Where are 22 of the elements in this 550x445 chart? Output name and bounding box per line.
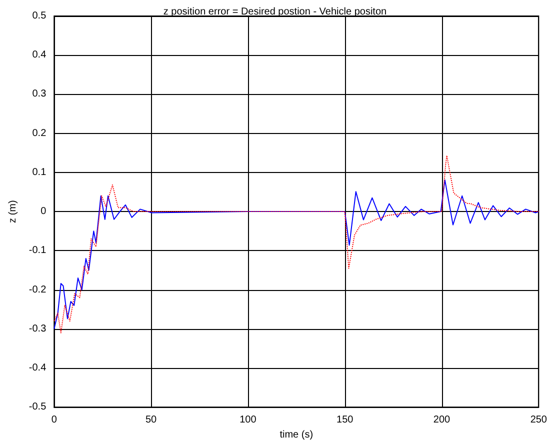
chart-title: z position error = Desired postion - Vehicle positon: [163, 6, 387, 18]
x-tick-label: 100: [240, 414, 257, 426]
y-tick-label: -0.2: [28, 284, 47, 296]
y-tick-label: -0.5: [28, 402, 47, 413]
y-tick-label: -0.1: [28, 245, 47, 256]
x-axis-title: time (s): [280, 430, 314, 440]
x-tick-label: 0: [51, 414, 58, 426]
line-series: [54, 155, 540, 334]
y-tick-label: 0.5: [32, 10, 47, 22]
y-tick-label: -0.3: [28, 323, 47, 334]
x-tick-label: 250: [530, 414, 548, 426]
x-tick-label: 50: [145, 414, 158, 426]
y-tick-label: 0: [40, 206, 47, 218]
y-tick-label: 0.2: [32, 128, 47, 139]
y-tick-label: -0.4: [28, 362, 47, 374]
x-tick-label: 150: [336, 414, 354, 426]
y-tick-label: 0.3: [32, 88, 47, 100]
x-tick-label: 200: [433, 414, 451, 426]
y-tick-label: 0.1: [32, 166, 47, 178]
y-axis-title: z (m): [8, 200, 18, 223]
y-tick-label: 0.4: [32, 50, 47, 61]
line-series: [54, 179, 540, 330]
